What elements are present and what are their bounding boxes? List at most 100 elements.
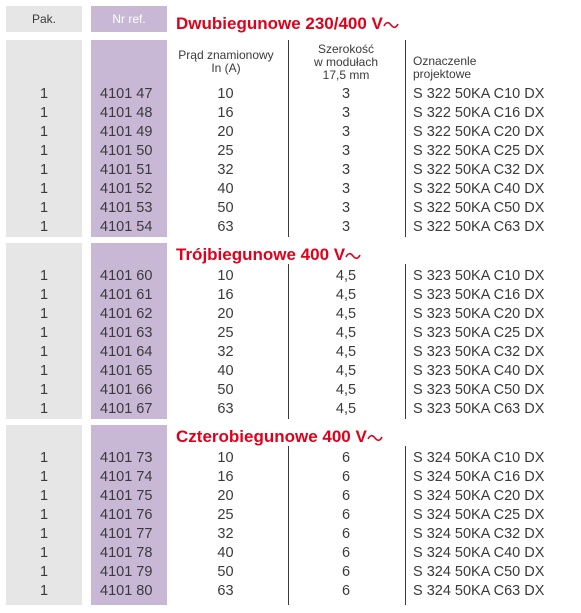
designation-cell: S 322 50KA C10 DX [413, 86, 545, 102]
pak-cell: 1 [39, 363, 49, 379]
pak-cell: 1 [39, 382, 49, 398]
current-cell: 10 [217, 268, 234, 284]
table-row: 1 4101 67 63 4,5 S 323 50KA C63 DX [0, 400, 581, 419]
width-cell: 6 [341, 488, 351, 504]
designation-cell: S 323 50KA C20 DX [413, 306, 545, 322]
current-cell: 40 [217, 363, 234, 379]
section-title-text: Dwubiegunowe 230/400 V [176, 14, 383, 33]
ref-column-bg-2 [91, 243, 167, 419]
designation-cell: S 323 50KA C10 DX [413, 268, 545, 284]
designation-cell: S 323 50KA C32 DX [413, 344, 545, 360]
designation-cell: S 323 50KA C40 DX [413, 363, 545, 379]
section-title-bipolar: Dwubiegunowe 230/400 V [176, 14, 399, 34]
width-cell: 3 [341, 181, 351, 197]
current-cell: 16 [217, 287, 234, 303]
ref-cell: 4101 63 [100, 325, 153, 341]
table-row: 1 4101 66 50 4,5 S 323 50KA C50 DX [0, 381, 581, 400]
width-cell: 4,5 [335, 363, 357, 379]
current-column-header: Prąd znamionowy In (A) [170, 49, 282, 75]
table-row: 1 4101 63 25 4,5 S 323 50KA C25 DX [0, 324, 581, 343]
ref-cell: 4101 61 [100, 287, 153, 303]
ref-cell: 4101 54 [100, 219, 153, 235]
ref-cell: 4101 49 [100, 124, 153, 140]
designation-cell: S 323 50KA C50 DX [413, 382, 545, 398]
current-cell: 63 [217, 401, 234, 417]
designation-cell: S 322 50KA C16 DX [413, 105, 545, 121]
current-cell: 50 [217, 200, 234, 216]
pak-cell: 1 [39, 181, 49, 197]
pak-cell: 1 [39, 344, 49, 360]
ref-column-bg-1 [91, 40, 167, 237]
designation-cell: S 322 50KA C63 DX [413, 219, 545, 235]
width-cell: 4,5 [335, 287, 357, 303]
current-cell: 10 [217, 450, 234, 466]
table-row: 1 4101 49 20 3 S 322 50KA C20 DX [0, 123, 581, 142]
table-row: 1 4101 54 63 3 S 322 50KA C63 DX [0, 218, 581, 237]
divider-2b [405, 264, 406, 419]
width-cell: 4,5 [335, 401, 357, 417]
current-cell: 25 [217, 143, 234, 159]
width-cell: 6 [341, 507, 351, 523]
designation-cell: S 324 50KA C40 DX [413, 545, 545, 561]
width-cell: 3 [341, 219, 351, 235]
table-row: 1 4101 50 25 3 S 322 50KA C25 DX [0, 142, 581, 161]
width-cell: 6 [341, 469, 351, 485]
current-cell: 20 [217, 488, 234, 504]
table-row: 1 4101 52 40 3 S 322 50KA C40 DX [0, 180, 581, 199]
pak-cell: 1 [39, 450, 49, 466]
table-row: 1 4101 78 40 6 S 324 50KA C40 DX [0, 544, 581, 563]
section-title-text: Czterobiegunowe 400 V [176, 427, 367, 446]
width-cell: 3 [341, 86, 351, 102]
designation-cell: S 324 50KA C16 DX [413, 469, 545, 485]
current-cell: 32 [217, 526, 234, 542]
table-row: 1 4101 77 32 6 S 324 50KA C32 DX [0, 525, 581, 544]
current-cell: 50 [217, 564, 234, 580]
divider-1a [288, 40, 289, 237]
designation-cell: S 323 50KA C16 DX [413, 287, 545, 303]
pak-cell: 1 [39, 105, 49, 121]
ref-cell: 4101 73 [100, 450, 153, 466]
width-cell: 6 [341, 450, 351, 466]
designation-cell: S 322 50KA C32 DX [413, 162, 545, 178]
current-cell: 40 [217, 545, 234, 561]
width-cell: 3 [341, 143, 351, 159]
table-row: 1 4101 48 16 3 S 322 50KA C16 DX [0, 104, 581, 123]
current-cell: 20 [217, 124, 234, 140]
divider-3b [405, 446, 406, 605]
ref-cell: 4101 48 [100, 105, 153, 121]
width-cell: 6 [341, 564, 351, 580]
ref-cell: 4101 53 [100, 200, 153, 216]
section-title-text: Trójbiegunowe 400 V [176, 245, 346, 264]
table-row: 1 4101 80 63 6 S 324 50KA C63 DX [0, 582, 581, 601]
pak-cell: 1 [39, 143, 49, 159]
current-cell: 16 [217, 469, 234, 485]
ref-cell: 4101 50 [100, 143, 153, 159]
table-row: 1 4101 53 50 3 S 322 50KA C50 DX [0, 199, 581, 218]
width-cell: 4,5 [335, 268, 357, 284]
ref-cell: 4101 74 [100, 469, 153, 485]
designation-header-line1: Oznaczenle [413, 54, 477, 68]
current-cell: 63 [217, 219, 234, 235]
ref-cell: 4101 65 [100, 363, 153, 379]
current-cell: 32 [217, 344, 234, 360]
table-row: 1 4101 73 10 6 S 324 50KA C10 DX [0, 449, 581, 468]
pak-column-bg-2 [6, 243, 82, 419]
ref-cell: 4101 80 [100, 583, 153, 599]
ref-cell: 4101 77 [100, 526, 153, 542]
ref-cell: 4101 79 [100, 564, 153, 580]
pak-cell: 1 [39, 200, 49, 216]
table-row: 1 4101 65 40 4,5 S 323 50KA C40 DX [0, 362, 581, 381]
designation-cell: S 324 50KA C63 DX [413, 583, 545, 599]
current-cell: 63 [217, 583, 234, 599]
width-cell: 4,5 [335, 325, 357, 341]
current-cell: 10 [217, 86, 234, 102]
designation-cell: S 323 50KA C63 DX [413, 401, 545, 417]
designation-cell: S 322 50KA C25 DX [413, 143, 545, 159]
ref-header-box [91, 6, 167, 32]
pak-cell: 1 [39, 287, 49, 303]
width-cell: 3 [341, 162, 351, 178]
table-row: 1 4101 64 32 4,5 S 323 50KA C32 DX [0, 343, 581, 362]
pak-cell: 1 [39, 306, 49, 322]
section-title-quadripolar: Czterobiegunowe 400 V [176, 427, 383, 447]
ref-cell: 4101 64 [100, 344, 153, 360]
